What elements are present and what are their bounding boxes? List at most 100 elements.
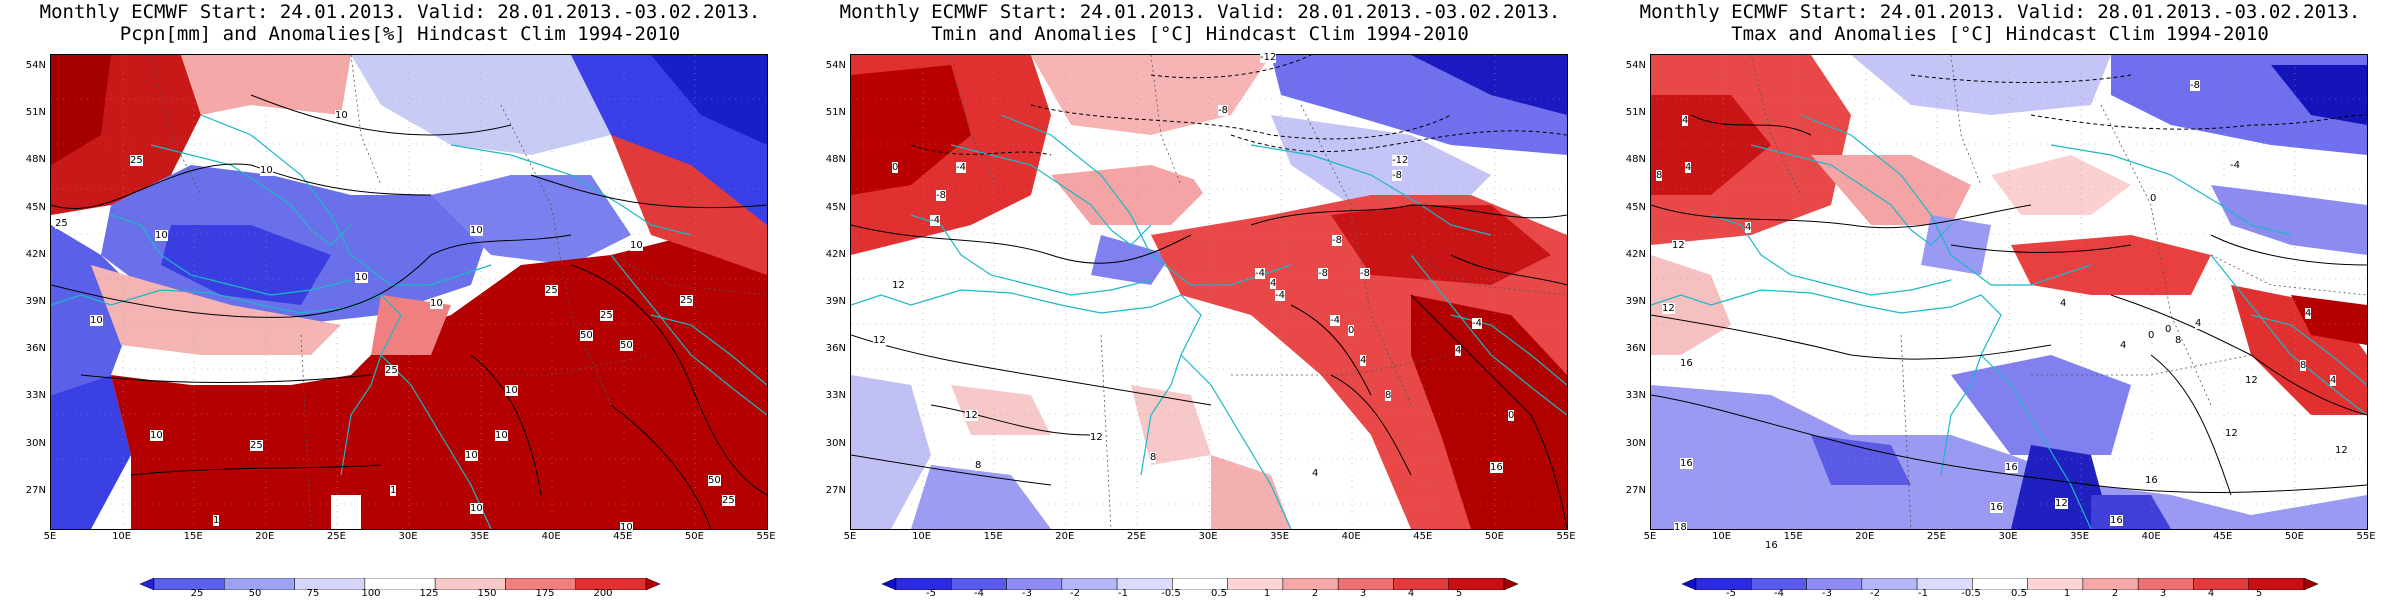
colorbar-tick: -3 <box>1022 588 1032 599</box>
colorbar-tick: 5 <box>1455 588 1463 599</box>
colorbar-tick: 100 <box>361 588 381 599</box>
contour-label: 25 <box>680 295 693 306</box>
lon-tick-label: 20E <box>1855 531 1875 542</box>
lon-tick-label: 15E <box>183 531 203 542</box>
lat-tick-label: 48N <box>1625 154 1646 166</box>
lat-tick-label: 45N <box>1625 201 1646 213</box>
lat-tick-label: 33N <box>25 390 46 402</box>
colorbar-tmin <box>881 575 1519 591</box>
lat-tick-label: 45N <box>825 201 846 213</box>
colorbar-swatch <box>2303 577 2319 591</box>
contour-label: 0 <box>1348 325 1355 336</box>
lat-tick-label: 51N <box>1625 107 1646 119</box>
contour-label: 16 <box>1765 540 1778 551</box>
contour-label: 12 <box>1090 432 1103 443</box>
colorbar-tick: -3 <box>1822 588 1832 599</box>
lat-tick-label: 36N <box>25 343 46 355</box>
colorbar-tick: -2 <box>1070 588 1080 599</box>
lat-tick-label: 39N <box>1625 296 1646 307</box>
contour-label: -12 <box>1392 155 1409 166</box>
colorbar-swatch <box>881 577 897 591</box>
lon-tick-label: 5E <box>843 531 857 542</box>
lat-tick-label: 42N <box>25 248 46 260</box>
lat-tick-label: 30N <box>1625 437 1646 449</box>
lon-tick-label: 45E <box>1413 531 1433 542</box>
lat-tick-label: 39N <box>825 296 846 307</box>
contour-label: 1 <box>213 515 220 526</box>
contour-label: 4 <box>1682 115 1689 126</box>
lat-tick-label: 48N <box>25 154 46 166</box>
contour-label: 10 <box>430 298 443 309</box>
lon-tick-label: 40E <box>2141 531 2161 542</box>
lat-tick-label: 33N <box>825 390 846 402</box>
colorbar-tick: -4 <box>974 588 984 599</box>
lat-tick-label: 30N <box>25 437 46 449</box>
contour-label: 8 <box>1385 390 1392 401</box>
contour-label: 10 <box>630 240 643 251</box>
contour-label: -4 <box>956 162 966 173</box>
contour-label: 12 <box>2055 498 2068 509</box>
panel-title-line2: Tmax and Anomalies [°C] Hindcast Clim 19… <box>1731 23 2269 45</box>
colorbar-tick: 50 <box>248 588 262 599</box>
contour-label: 10 <box>620 522 633 533</box>
lon-tick-label: 30E <box>1998 531 2018 542</box>
contour-label: -4 <box>1472 318 1482 329</box>
lon-tick-label: 30E <box>1198 531 1218 542</box>
contour-label: -8 <box>1332 235 1342 246</box>
colorbar-tick: -1 <box>1918 588 1928 599</box>
lon-tick-label: 55E <box>1556 531 1576 542</box>
contour-label: -8 <box>1218 105 1228 116</box>
contour-label: 25 <box>545 285 558 296</box>
colorbar-tick: 75 <box>306 588 320 599</box>
lat-tick-label: 54N <box>25 60 46 71</box>
colorbar-tick: 0.5 <box>1211 588 1227 599</box>
contour-label: 1 <box>390 485 397 496</box>
colorbar-tick: 200 <box>593 588 613 599</box>
contour-label: -4 <box>2230 160 2240 171</box>
colorbar-swatch <box>645 577 661 591</box>
lat-tick-label: 54N <box>1625 60 1646 71</box>
contour-label: 8 <box>2175 335 2182 346</box>
colorbar-tick: 4 <box>2207 588 2215 599</box>
colorbar-swatch <box>1681 577 1697 591</box>
colorbar-tick: 150 <box>477 588 497 599</box>
contour-label: 50 <box>620 340 633 351</box>
lon-tick-label: 55E <box>756 531 776 542</box>
contour-label: 4 <box>1270 278 1277 289</box>
lon-tick-label: 40E <box>1341 531 1361 542</box>
contour-label: 4 <box>1685 162 1692 173</box>
contour-label: 4 <box>1455 345 1462 356</box>
lon-tick-label: 50E <box>2284 531 2304 542</box>
contour-label: 4 <box>2195 318 2202 329</box>
contour-label: 12 <box>2225 428 2238 439</box>
contour-label: 4 <box>1745 222 1752 233</box>
lon-tick-label: 30E <box>398 531 418 542</box>
contour-label: 10 <box>495 430 508 441</box>
lat-tick-label: 30N <box>825 437 846 449</box>
lat-tick-label: 36N <box>825 343 846 355</box>
lat-tick-label: 27N <box>1625 484 1646 496</box>
lon-tick-label: 20E <box>1055 531 1075 542</box>
contour-label: -4 <box>1255 268 1265 279</box>
lon-tick-label: 15E <box>1783 531 1803 542</box>
contour-label: 12 <box>2245 375 2258 386</box>
lat-tick-label: 51N <box>825 107 846 119</box>
contour-label: 10 <box>150 430 163 441</box>
colorbar-tick: 4 <box>1407 588 1415 599</box>
panel-tmin: Monthly ECMWF Start: 24.01.2013. Valid: … <box>800 0 1600 600</box>
contour-label: 50 <box>580 330 593 341</box>
lon-tick-label: 50E <box>684 531 704 542</box>
contour-label: 4 <box>2120 340 2127 351</box>
colorbar-precip <box>139 575 661 591</box>
contour-label: -4 <box>1275 290 1285 301</box>
contour-label: 10 <box>335 110 348 121</box>
lon-tick-label: 35E <box>1270 531 1290 542</box>
lon-tick-label: 25E <box>1926 531 1946 542</box>
contour-label: 25 <box>250 440 263 451</box>
contour-label: 16 <box>2005 462 2018 473</box>
colorbar-tick: 1 <box>2063 588 2071 599</box>
colorbar-tick: 2 <box>2111 588 2119 599</box>
contour-label: 12 <box>2335 445 2348 456</box>
contour-label: 12 <box>1672 240 1685 251</box>
contour-label: 16 <box>2110 515 2123 526</box>
